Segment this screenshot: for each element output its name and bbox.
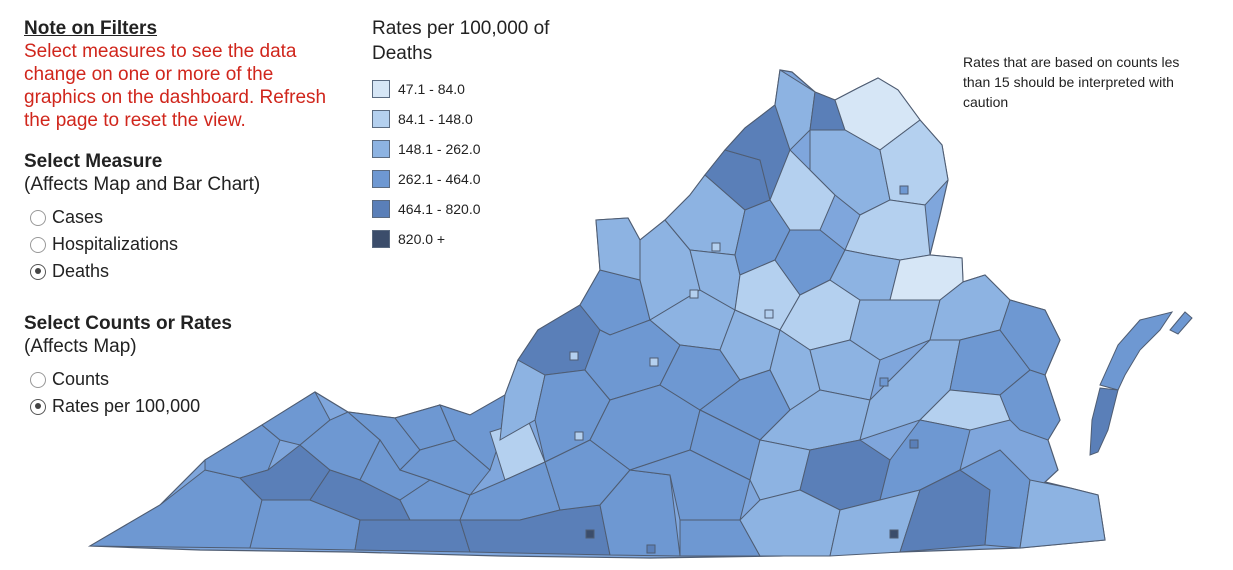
option-label: Hospitalizations (52, 234, 179, 254)
independent-city[interactable] (889, 529, 899, 539)
note-line: change on one or more of the (24, 64, 274, 85)
legend-item[interactable]: 820.0 + (372, 224, 612, 254)
independent-city[interactable] (879, 377, 889, 387)
option-label: Rates per 100,000 (52, 396, 201, 416)
legend-label: 47.1 - 84.0 (398, 81, 465, 97)
caution-line: Rates that are based on counts les (963, 54, 1180, 70)
legend-item[interactable]: 47.1 - 84.0 (372, 74, 612, 104)
legend-item[interactable]: 84.1 - 148.0 (372, 104, 612, 134)
legend-label: 148.1 - 262.0 (398, 141, 481, 157)
radio-button-selected[interactable] (30, 263, 46, 280)
legend-item[interactable]: 148.1 - 262.0 (372, 134, 612, 164)
caution-line: than 15 should be interpreted with (963, 74, 1174, 90)
county-region[interactable] (1019, 479, 1106, 549)
island (1169, 311, 1193, 335)
independent-city[interactable] (689, 289, 699, 299)
counts-rates-subtitle: (Affects Map) (24, 336, 137, 357)
county-region[interactable] (599, 469, 681, 557)
eastern-shore[interactable] (1099, 311, 1174, 391)
legend-item[interactable]: 262.1 - 464.0 (372, 164, 612, 194)
radio-button-selected[interactable] (30, 398, 46, 415)
county-region[interactable] (918, 389, 1011, 431)
legend-label: 84.1 - 148.0 (398, 111, 473, 127)
legend-swatch (372, 140, 390, 158)
county-region[interactable] (88, 469, 263, 549)
legend-swatch (372, 230, 390, 248)
map-legend: Rates per 100,000 of Deaths 47.1 - 84.0 … (372, 16, 612, 254)
legend-swatch (372, 170, 390, 188)
eastern-shore-south[interactable] (1089, 387, 1119, 456)
independent-city[interactable] (574, 431, 584, 441)
option-label: Counts (52, 369, 110, 389)
caution-line: caution (963, 94, 1009, 110)
legend-title-line: Deaths (372, 43, 433, 64)
measure-option-deaths[interactable]: Deaths (24, 258, 364, 285)
county-region[interactable] (999, 369, 1061, 441)
radio-button[interactable] (30, 209, 46, 226)
county-regions[interactable] (88, 69, 1106, 557)
legend-title-line: Rates per 100,000 of (372, 18, 550, 39)
note-line: the page to reset the view. (24, 110, 246, 131)
legend-label: 820.0 + (398, 231, 446, 247)
note-line: Select measures to see the data (24, 41, 297, 62)
measure-subtitle: (Affects Map and Bar Chart) (24, 174, 261, 195)
county-region[interactable] (354, 519, 471, 553)
measure-title: Select Measure (24, 151, 163, 172)
independent-city[interactable] (585, 529, 595, 539)
legend-swatch (372, 200, 390, 218)
counts-rates-title: Select Counts or Rates (24, 313, 232, 334)
radio-button[interactable] (30, 371, 46, 388)
measure-option-cases[interactable]: Cases (24, 204, 364, 231)
option-label: Cases (52, 207, 104, 227)
measure-option-hospitalizations[interactable]: Hospitalizations (24, 231, 364, 258)
independent-city[interactable] (646, 544, 656, 554)
legend-title: Rates per 100,000 of Deaths (372, 16, 612, 66)
independent-city[interactable] (764, 309, 774, 319)
legend-label: 262.1 - 464.0 (398, 171, 481, 187)
county-region[interactable] (829, 489, 921, 557)
filter-panel: Note on Filters Select measures to see t… (24, 18, 364, 420)
legend-swatch (372, 80, 390, 98)
option-label: Deaths (52, 261, 110, 281)
independent-city[interactable] (899, 185, 909, 195)
independent-city[interactable] (649, 357, 659, 367)
independent-city[interactable] (711, 242, 721, 252)
independent-city[interactable] (569, 351, 579, 361)
radio-button[interactable] (30, 236, 46, 253)
option-rates[interactable]: Rates per 100,000 (24, 393, 364, 420)
caution-note: Rates that are based on counts les than … (963, 52, 1213, 112)
legend-swatch (372, 110, 390, 128)
legend-label: 464.1 - 820.0 (398, 201, 481, 217)
county-region[interactable] (809, 339, 881, 401)
note-title: Note on Filters (24, 18, 158, 39)
legend-item[interactable]: 464.1 - 820.0 (372, 194, 612, 224)
note-line: graphics on the dashboard. Refresh (24, 87, 327, 108)
option-counts[interactable]: Counts (24, 366, 364, 393)
independent-city[interactable] (909, 439, 919, 449)
